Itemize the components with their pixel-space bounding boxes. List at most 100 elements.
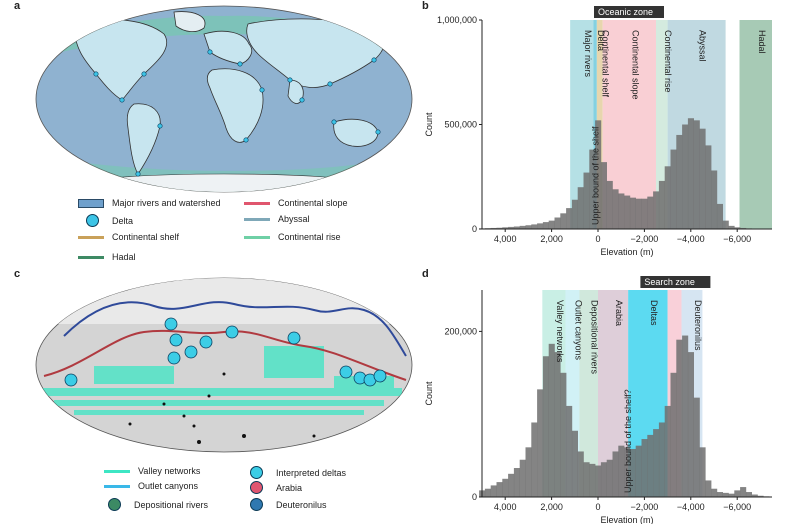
legend-item: Continental slope <box>244 198 348 208</box>
legend-item: Major rivers and watershed <box>78 198 221 208</box>
y-tick-label: 0 <box>472 492 477 502</box>
histogram-bar <box>676 340 682 497</box>
histogram-bar <box>700 447 706 497</box>
legend-label: Deuteronilus <box>276 500 327 510</box>
histogram-bar <box>705 480 711 497</box>
histogram-bar <box>636 199 642 229</box>
histogram-bar <box>531 224 537 229</box>
histogram-bar <box>711 489 717 497</box>
histogram-bar <box>700 129 706 229</box>
zone-tag: Search zone <box>644 277 695 287</box>
histogram-bar <box>746 492 752 497</box>
histogram-bar <box>555 218 561 229</box>
band-label: Continental slope <box>630 30 640 100</box>
histogram-bar <box>560 373 566 497</box>
legend-swatch <box>78 256 104 259</box>
legend-swatch <box>244 218 270 221</box>
x-tick-label: −4,000 <box>677 234 705 244</box>
legend-item: Delta <box>78 214 133 227</box>
histogram-bar <box>497 482 503 497</box>
band-label: Continental rise <box>663 30 673 93</box>
legend-item: Valley networks <box>104 466 200 476</box>
legend-label: Hadal <box>112 252 136 262</box>
legend-label: Continental shelf <box>112 232 179 242</box>
histogram-bar <box>659 181 665 229</box>
y-axis-label: Count <box>424 381 434 406</box>
x-tick-label: −6,000 <box>723 502 751 512</box>
histogram-bar <box>723 493 729 497</box>
x-tick-label: 2,000 <box>540 234 563 244</box>
histogram-bar <box>665 406 671 497</box>
y-tick-label: 500,000 <box>444 120 477 130</box>
histogram-bar <box>740 487 746 497</box>
histogram-bar <box>647 435 653 497</box>
histogram-bar <box>671 373 677 497</box>
histogram-bar <box>584 462 590 497</box>
earth-map-graphic <box>34 4 414 194</box>
x-tick-label: 0 <box>595 234 600 244</box>
histogram-bar <box>549 221 555 229</box>
histogram-bar <box>647 197 653 229</box>
band-label: Valley networks <box>555 300 565 363</box>
histogram-bar <box>491 485 497 497</box>
panel-letter-c: c <box>14 268 20 280</box>
legend-label: Depositional rivers <box>134 500 208 510</box>
histogram-bar <box>520 460 526 497</box>
histogram-bar <box>531 422 537 497</box>
earth-map <box>34 4 414 194</box>
histogram-bar <box>589 464 595 497</box>
histogram-bar <box>543 356 549 497</box>
histogram-bar <box>566 406 572 497</box>
band-label: Abyssal <box>698 30 708 62</box>
legend-label: Continental rise <box>278 232 341 242</box>
histogram-bar <box>671 150 677 229</box>
histogram-bar <box>705 145 711 229</box>
y-tick-label: 0 <box>472 224 477 234</box>
histogram-bar <box>595 466 601 497</box>
y-tick-label: 1,000,000 <box>437 15 477 25</box>
x-tick-label: 4,000 <box>494 234 517 244</box>
histogram-bar <box>630 198 636 229</box>
histogram-bar <box>601 462 607 497</box>
legend-item: Outlet canyons <box>104 481 198 491</box>
histogram-bar <box>723 221 729 229</box>
band-label: Hadal <box>757 30 767 54</box>
histogram-d: Valley networks Outlet canyons Depositiona… <box>420 272 800 524</box>
y-axis-label: Count <box>424 112 434 137</box>
x-tick-label: −2,000 <box>631 234 659 244</box>
histogram-bar <box>653 191 659 229</box>
reference-label: Upper bound of the shelf <box>591 126 601 225</box>
band-label: Deuteronilus <box>693 300 703 351</box>
histogram-bar <box>578 187 584 229</box>
legend-item: Continental rise <box>244 232 341 242</box>
legend-item: Depositional rivers <box>100 498 208 511</box>
histogram-bar <box>514 468 520 497</box>
histogram-bar <box>508 474 514 497</box>
histogram-bar <box>682 125 688 230</box>
legend-label: Major rivers and watershed <box>112 198 221 208</box>
histogram-bar <box>584 173 590 229</box>
band-label: Depositional rivers <box>590 300 600 375</box>
x-tick-label: 0 <box>595 502 600 512</box>
histogram-bar <box>717 492 723 497</box>
histogram-bar <box>694 120 700 229</box>
legend-label: Abyssal <box>278 214 310 224</box>
legend-label: Delta <box>112 216 133 226</box>
histogram-bar <box>572 431 578 497</box>
legend-label: Valley networks <box>138 466 200 476</box>
legend-swatch <box>78 236 104 239</box>
band-label: Major rivers <box>583 30 593 78</box>
band-label: Continental shelf <box>601 30 611 98</box>
legend-swatch <box>250 466 263 479</box>
histogram-bar <box>688 352 694 497</box>
legend-item: Arabia <box>242 481 302 494</box>
x-tick-label: 2,000 <box>540 502 563 512</box>
band-label: Outlet canyons <box>573 300 583 361</box>
legend-swatch <box>244 236 270 239</box>
legend-label: Outlet canyons <box>138 481 198 491</box>
histogram-bar <box>607 460 613 497</box>
legend-item: Interpreted deltas <box>242 466 346 479</box>
histogram-bar <box>549 344 555 497</box>
